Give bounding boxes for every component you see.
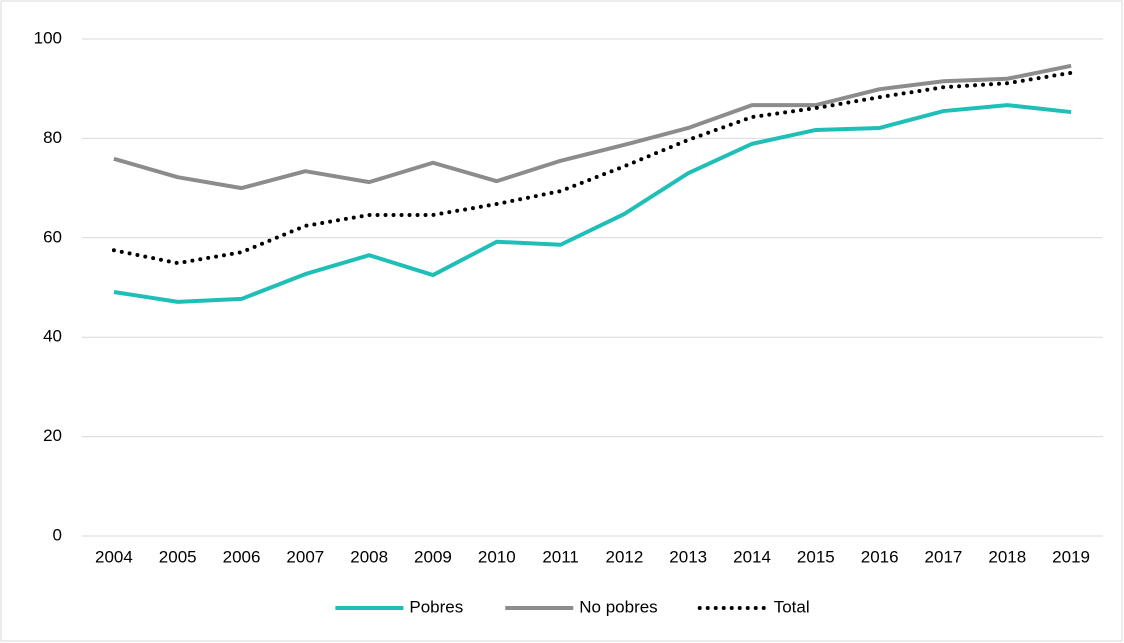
- x-tick-label: 2007: [286, 547, 324, 566]
- x-tick-label: 2014: [733, 547, 771, 566]
- x-tick-label: 2017: [925, 547, 963, 566]
- x-tick-label: 2005: [159, 547, 197, 566]
- series-line: [113, 103, 1072, 304]
- y-tick-label: 100: [34, 28, 62, 47]
- y-tick-label: 20: [43, 426, 62, 445]
- x-tick-label: 2008: [350, 547, 388, 566]
- legend-label: No pobres: [579, 597, 657, 616]
- series-line: [113, 63, 1072, 191]
- y-tick-label: 0: [53, 525, 62, 544]
- x-tick-label: 2018: [988, 547, 1026, 566]
- y-tick-label: 40: [43, 327, 62, 346]
- x-tick-label: 2010: [478, 547, 516, 566]
- x-tick-label: 2016: [861, 547, 899, 566]
- x-tick-label: 2019: [1052, 547, 1090, 566]
- series-line: [111, 70, 1074, 266]
- x-tick-label: 2015: [797, 547, 835, 566]
- x-tick-label: 2004: [95, 547, 133, 566]
- x-tick-label: 2013: [669, 547, 707, 566]
- x-tick-label: 2012: [605, 547, 643, 566]
- x-tick-label: 2006: [223, 547, 261, 566]
- legend-label: Total: [774, 597, 810, 616]
- x-tick-label: 2011: [542, 547, 579, 566]
- legend-label: Pobres: [409, 597, 463, 616]
- x-tick-label: 2009: [414, 547, 452, 566]
- y-tick-label: 80: [43, 128, 62, 147]
- y-tick-label: 60: [43, 227, 62, 246]
